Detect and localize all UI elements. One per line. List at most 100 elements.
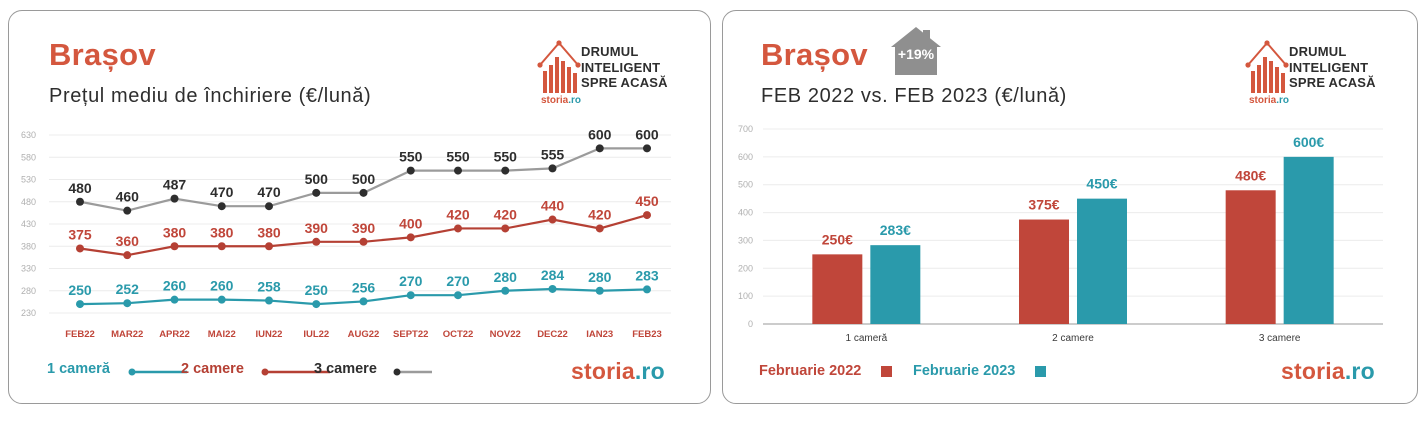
data-point [76, 197, 84, 206]
data-point [406, 233, 415, 242]
data-point [76, 244, 84, 253]
brand-line: INTELIGENT [581, 59, 661, 75]
data-label: 487 [163, 177, 187, 193]
storia-logo-small: storia.ro [1249, 95, 1289, 106]
y-tick-label: 400 [738, 208, 753, 218]
data-label: 380 [163, 224, 187, 240]
logo-word: storia [1281, 358, 1345, 384]
x-tick-label: IAN23 [586, 329, 613, 340]
data-label: 500 [352, 171, 376, 187]
bar-value-label: 480€ [1235, 167, 1266, 183]
x-tick-label: 3 camere [1259, 333, 1301, 344]
data-label: 470 [257, 184, 281, 200]
y-tick-label: 380 [21, 241, 36, 251]
legend-1-camera: 1 cameră [47, 361, 110, 377]
y-tick-label: 630 [21, 130, 36, 140]
legend-2-camere-marker [261, 368, 330, 376]
x-tick-label: SEPT22 [393, 329, 428, 340]
data-point [548, 164, 557, 173]
data-label: 400 [399, 215, 423, 231]
data-label: 284 [541, 267, 565, 283]
data-point [548, 215, 557, 224]
data-label: 256 [352, 279, 376, 295]
bar [812, 254, 863, 324]
y-tick-label: 280 [21, 286, 36, 296]
y-tick-label: 580 [21, 152, 36, 162]
legend-feb-2023-swatch [1035, 366, 1046, 377]
data-label: 283 [635, 267, 659, 283]
data-point [265, 202, 273, 211]
x-tick-label: OCT22 [443, 329, 474, 340]
x-tick-label: 1 cameră [845, 333, 887, 344]
data-point [265, 242, 273, 251]
data-point [359, 188, 368, 197]
data-point [595, 286, 604, 295]
brand-line: SPRE ACASĂ [1289, 75, 1376, 90]
data-point [217, 295, 226, 304]
x-tick-label: APR22 [159, 329, 190, 340]
bar-chart-card: Brașov +19% FEB 2022 vs. FEB 2023 (€/lun… [722, 10, 1418, 404]
bar-value-label: 283€ [880, 222, 911, 238]
storia-logo: storia.ro [1281, 358, 1375, 385]
bar-chart: 0 100 200 300 400 500 600 700 1 cameră 250€ 283€ 2 … [738, 124, 1383, 344]
logo-word: storia [571, 358, 635, 384]
x-tick-label: FEB22 [65, 329, 95, 340]
city-title: Brașov [49, 37, 156, 72]
y-tick-label: 500 [738, 180, 753, 190]
data-point [595, 144, 604, 153]
y-tick-label: 330 [21, 264, 36, 274]
data-point [123, 299, 132, 308]
data-label: 470 [210, 184, 234, 200]
bar-value-label: 450€ [1086, 176, 1117, 192]
bar [1019, 219, 1069, 324]
storia-logo: storia.ro [571, 358, 665, 385]
bar-value-label: 250€ [822, 231, 853, 247]
data-label: 270 [399, 273, 423, 289]
y-tick-label: 230 [21, 308, 36, 318]
data-point [312, 237, 321, 246]
data-point [454, 166, 462, 175]
x-tick-label: IUL22 [303, 329, 329, 340]
logo-word: storia [541, 95, 569, 106]
data-label: 600 [635, 126, 659, 142]
y-tick-label: 300 [738, 235, 753, 245]
bar [870, 245, 921, 324]
data-point [406, 291, 415, 300]
data-label: 280 [588, 269, 612, 285]
line-chart-card: Brașov Prețul mediu de închiriere (€/lun… [8, 10, 711, 404]
brand-line: INTELIGENT [1289, 59, 1369, 75]
legend-feb-2023: Februarie 2023 [913, 363, 1016, 379]
data-point [217, 242, 226, 251]
y-tick-label: 100 [738, 291, 753, 301]
data-label: 360 [116, 233, 140, 249]
data-label: 550 [446, 149, 470, 165]
data-label: 380 [257, 224, 281, 240]
house-chart-icon [1245, 40, 1289, 93]
bar [1225, 190, 1276, 324]
data-point [265, 296, 273, 305]
data-point [217, 202, 226, 211]
data-point [501, 166, 510, 175]
data-point [548, 284, 557, 293]
increase-badge: +19% [889, 25, 943, 77]
logo-suffix: .ro [1276, 95, 1290, 106]
data-label: 500 [305, 171, 329, 187]
y-tick-label: 530 [21, 175, 36, 185]
data-point [595, 224, 604, 233]
line-chart: 230 280 330 380 430 480 530 580 630 FEB22 MAR22 APR… [21, 126, 671, 340]
storia-logo-small: storia.ro [541, 95, 581, 106]
data-point [406, 166, 415, 175]
brand-tagline: DRUMUL INTELIGENT SPRE ACASĂ [1289, 44, 1376, 91]
data-label: 550 [399, 149, 423, 165]
brand-line: DRUMUL [1289, 44, 1347, 59]
data-label: 260 [210, 278, 234, 294]
y-tick-label: 200 [738, 263, 753, 273]
y-tick-label: 430 [21, 219, 36, 229]
legend-3-camere-marker [393, 368, 432, 376]
bar-value-label: 375€ [1028, 197, 1059, 213]
house-icon [891, 27, 941, 75]
data-point [454, 291, 462, 300]
data-label: 390 [305, 220, 329, 236]
data-label: 600 [588, 126, 612, 142]
brand-block: DRUMUL INTELIGENT SPRE ACASĂ storia.ro [537, 39, 687, 109]
